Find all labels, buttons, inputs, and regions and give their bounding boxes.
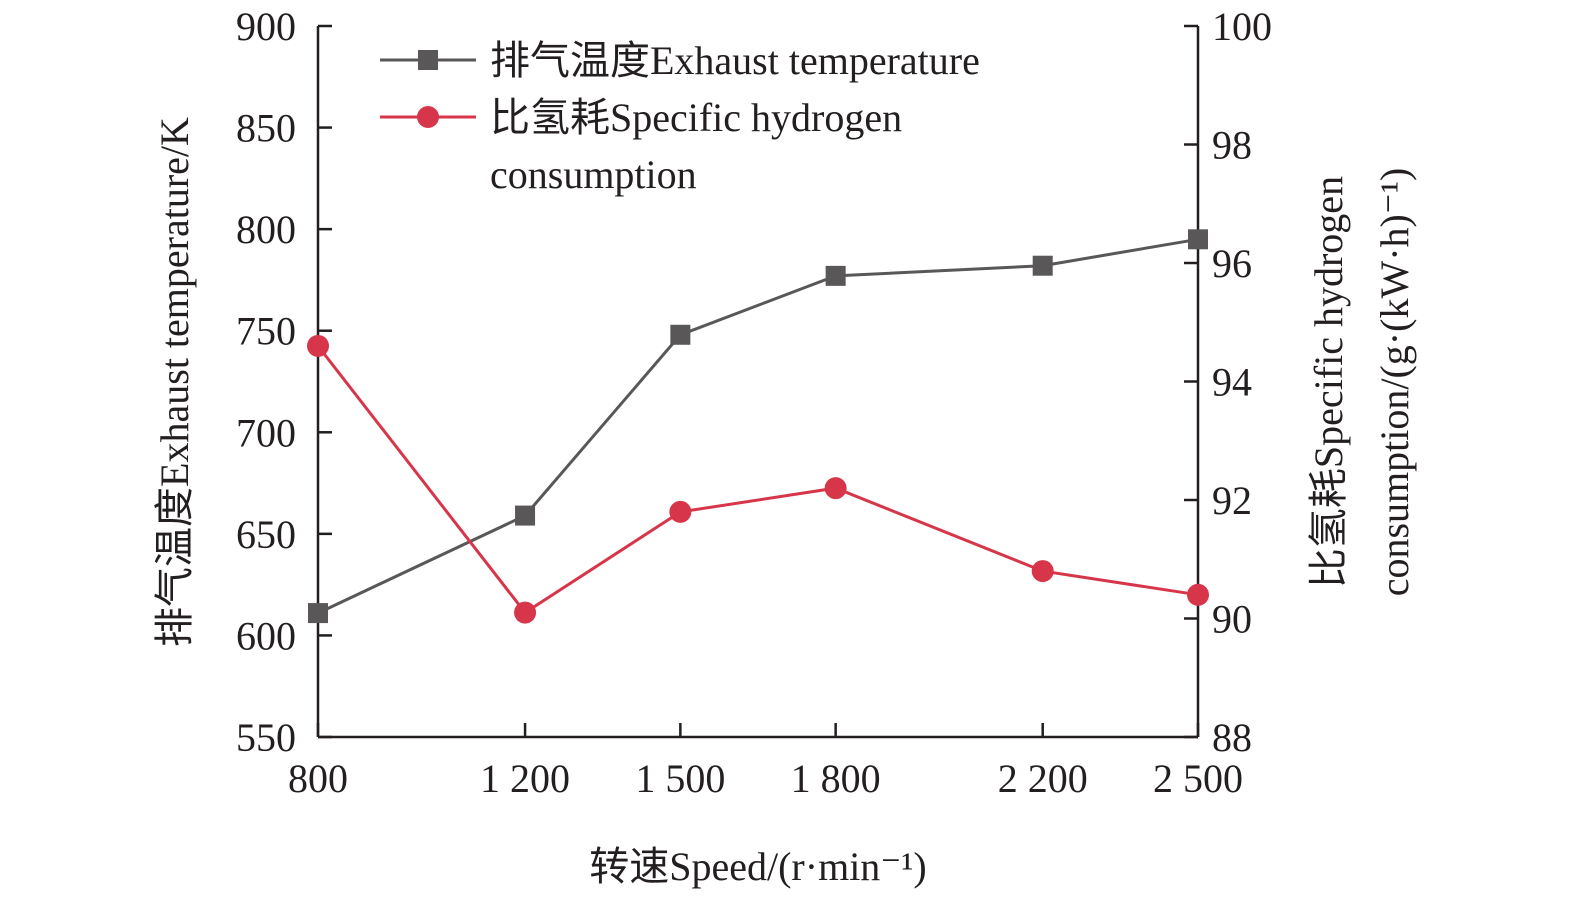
left-y-tick-label: 900 — [236, 4, 296, 49]
specific-hydrogen-consumption-point — [1187, 583, 1209, 606]
right-y-tick-label: 90 — [1212, 597, 1252, 642]
right-y-tick-label: 94 — [1212, 360, 1252, 405]
right-y-tick-label: 96 — [1212, 241, 1252, 286]
left-y-tick-label: 750 — [236, 309, 296, 354]
left-y-tick-label: 850 — [236, 106, 296, 151]
exhaust-temperature-point — [825, 265, 846, 286]
x-tick-label: 1 800 — [791, 756, 881, 801]
right-y-tick-label: 100 — [1212, 4, 1272, 49]
specific-hydrogen-consumption-point — [514, 601, 537, 624]
left-y-tick-label: 800 — [236, 207, 296, 252]
series-layer — [307, 229, 1209, 624]
left-y-tick-label: 650 — [236, 512, 296, 557]
series-line-exhaust-temperature — [317, 237, 1199, 615]
exhaust-temperature-point — [308, 603, 328, 624]
x-ticks: 800 1 200 1 500 1 800 2 200 2 500 — [288, 723, 1243, 801]
x-tick-label: 1 500 — [635, 756, 725, 801]
legend-label-hydrogen-line2: consumption — [490, 152, 697, 197]
exhaust-temperature-point — [1032, 255, 1053, 276]
specific-hydrogen-consumption-point — [824, 477, 847, 500]
left-y-tick-label: 600 — [236, 613, 296, 658]
right-y-ticks: 88 90 92 94 96 98 100 — [1184, 4, 1272, 760]
specific-hydrogen-consumption-point — [1031, 560, 1054, 583]
x-axis-title: 转速Speed/(r·min⁻¹) — [589, 844, 926, 889]
exhaust-temperature-point — [670, 324, 691, 345]
x-tick-label: 800 — [288, 756, 348, 801]
specific-hydrogen-consumption-point — [307, 334, 329, 357]
legend-label-exhaust: 排气温度Exhaust temperature — [490, 38, 980, 83]
legend-marker-hydrogen — [417, 106, 439, 128]
left-y-tick-label: 700 — [236, 410, 296, 455]
exhaust-temperature-point — [515, 505, 536, 526]
x-tick-label: 2 200 — [998, 756, 1088, 801]
exhaust-temperature-point — [1188, 229, 1208, 250]
right-y-tick-label: 98 — [1212, 123, 1252, 168]
legend-label-hydrogen-line1: 比氢耗Specific hydrogen — [490, 95, 902, 140]
left-y-ticks: 550 600 650 700 750 800 850 900 — [236, 4, 332, 760]
left-y-axis-title: 排气温度Exhaust temperature/K — [152, 117, 197, 647]
right-y-axis-title-line2: consumption/(g·(kW·h)⁻¹) — [1372, 168, 1417, 597]
x-tick-label: 2 500 — [1153, 756, 1243, 801]
right-y-tick-label: 92 — [1212, 478, 1252, 523]
left-y-tick-label: 550 — [236, 715, 296, 760]
series-line-specific-hydrogen-consumption — [316, 345, 1199, 615]
legend: 排气温度Exhaust temperature 比氢耗Specific hydr… — [380, 38, 980, 197]
legend-marker-exhaust — [418, 50, 438, 70]
x-tick-label: 1 200 — [480, 756, 570, 801]
specific-hydrogen-consumption-point — [669, 500, 692, 523]
right-y-axis-title-line1: 比氢耗Specific hydrogen — [1306, 176, 1351, 588]
right-y-tick-label: 88 — [1212, 715, 1252, 760]
